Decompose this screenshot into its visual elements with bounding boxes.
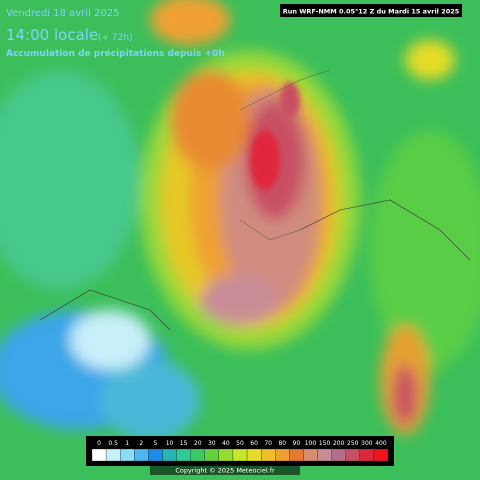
legend-label: 300 bbox=[361, 440, 373, 447]
legend-label: 5 bbox=[154, 440, 158, 447]
date: Vendredi 18 avril 2025 bbox=[6, 8, 120, 19]
lead: (+ 72h) bbox=[98, 33, 133, 43]
legend-label: 70 bbox=[264, 440, 272, 447]
legend-label: 10 bbox=[166, 440, 174, 447]
legend-label: 15 bbox=[180, 440, 188, 447]
legend-label: 0 bbox=[97, 440, 101, 447]
copyright: Copyright © 2025 Meteociel.fr bbox=[175, 467, 275, 475]
time: 14:00 locale bbox=[6, 26, 98, 44]
legend-swatch bbox=[331, 448, 346, 462]
legend-label: 1 bbox=[125, 440, 129, 447]
legend-swatch bbox=[373, 448, 389, 462]
legend-swatch bbox=[218, 448, 234, 462]
legend-swatch bbox=[176, 448, 191, 462]
legend-label: 200 bbox=[333, 440, 345, 447]
legend-swatch bbox=[190, 448, 205, 462]
run-info: Run WRF-NMM 0.05°12 Z du Mardi 15 avril … bbox=[283, 8, 460, 16]
legend: 0 0.5 1 2 5 10 15 20 30 40 50 60 70 80 90 100 150 200 250 3… bbox=[91, 440, 389, 462]
legend-label: 0.5 bbox=[108, 440, 118, 447]
legend-swatch bbox=[275, 448, 290, 462]
legend-label: 100 bbox=[305, 440, 317, 447]
legend-swatch bbox=[359, 448, 375, 462]
legend-swatch bbox=[303, 448, 318, 462]
legend-swatch bbox=[91, 448, 107, 462]
legend-swatch bbox=[120, 448, 135, 462]
legend-swatch bbox=[148, 448, 163, 462]
legend-label: 250 bbox=[347, 440, 359, 447]
legend-swatch bbox=[134, 448, 149, 462]
legend-label: 40 bbox=[222, 440, 230, 447]
legend-swatch bbox=[105, 448, 121, 462]
legend-swatch bbox=[246, 448, 262, 462]
legend-swatch bbox=[232, 448, 248, 462]
run-box bbox=[280, 4, 462, 17]
legend-label: 90 bbox=[293, 440, 301, 447]
legend-label: 400 bbox=[375, 440, 387, 447]
legend-label: 150 bbox=[319, 440, 331, 447]
subtitle: Accumulation de précipitations depuis +0… bbox=[6, 48, 225, 59]
legend-label: 2 bbox=[139, 440, 143, 447]
legend-swatch bbox=[260, 448, 276, 462]
legend-label: 20 bbox=[194, 440, 202, 447]
legend-swatch bbox=[317, 448, 332, 462]
legend-label: 50 bbox=[236, 440, 244, 447]
legend-swatch bbox=[162, 448, 177, 462]
copyright-box bbox=[150, 465, 300, 475]
legend-label: 30 bbox=[208, 440, 216, 447]
legend-label: 60 bbox=[250, 440, 258, 447]
legend-label: 80 bbox=[278, 440, 286, 447]
legend-swatch bbox=[345, 448, 360, 462]
legend-swatch bbox=[289, 448, 304, 462]
legend-swatch bbox=[204, 448, 220, 462]
